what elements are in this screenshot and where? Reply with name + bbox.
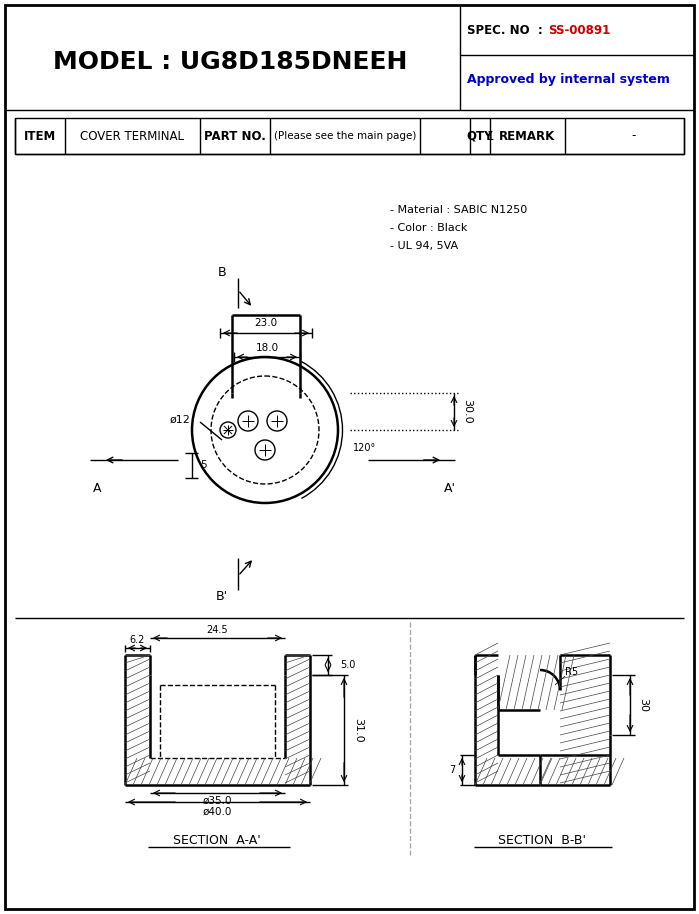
Text: 5: 5	[200, 460, 207, 470]
Text: A: A	[93, 482, 101, 494]
Text: 7: 7	[449, 765, 455, 775]
Text: QTY: QTY	[467, 130, 493, 143]
Text: (Please see the main page): (Please see the main page)	[274, 131, 416, 141]
Text: - Material : SABIC N1250: - Material : SABIC N1250	[390, 205, 527, 215]
Bar	[15, 118, 684, 154]
Text: 24.5: 24.5	[206, 625, 228, 635]
Text: SS-00891: SS-00891	[548, 24, 610, 37]
Text: SECTION  B-B': SECTION B-B'	[498, 834, 586, 846]
Text: B': B'	[216, 590, 228, 602]
Text: COVER TERMINAL: COVER TERMINAL	[80, 130, 184, 143]
Text: SPEC. NO  :: SPEC. NO :	[467, 24, 547, 37]
Text: 6.2: 6.2	[129, 635, 145, 645]
Text: 18.0: 18.0	[255, 343, 279, 353]
Text: R5: R5	[565, 667, 578, 677]
Text: Approved by internal system: Approved by internal system	[467, 73, 670, 87]
Text: -: -	[632, 130, 636, 143]
Text: SECTION  A-A': SECTION A-A'	[173, 834, 261, 846]
Text: - Color : Black: - Color : Black	[390, 223, 468, 233]
Text: MODEL : UG8D185DNEEH: MODEL : UG8D185DNEEH	[53, 50, 408, 74]
Text: A': A'	[444, 482, 456, 494]
Text: 31.0: 31.0	[353, 717, 363, 742]
Text: 120°: 120°	[354, 443, 377, 453]
Text: 30.0: 30.0	[462, 399, 472, 423]
Text: - UL 94, 5VA: - UL 94, 5VA	[390, 241, 458, 251]
Text: 5.0: 5.0	[340, 660, 355, 670]
Text: B: B	[217, 265, 226, 279]
Text: REMARK: REMARK	[499, 130, 555, 143]
Text: 23.0: 23.0	[254, 318, 278, 328]
Text: ITEM: ITEM	[24, 130, 56, 143]
Text: 30: 30	[638, 698, 648, 712]
Text: ø35.0: ø35.0	[202, 796, 232, 806]
Text: ø40.0: ø40.0	[202, 807, 231, 817]
Text: PART NO.: PART NO.	[204, 130, 266, 143]
Text: ø12: ø12	[170, 415, 191, 425]
Text: 1: 1	[487, 130, 493, 143]
